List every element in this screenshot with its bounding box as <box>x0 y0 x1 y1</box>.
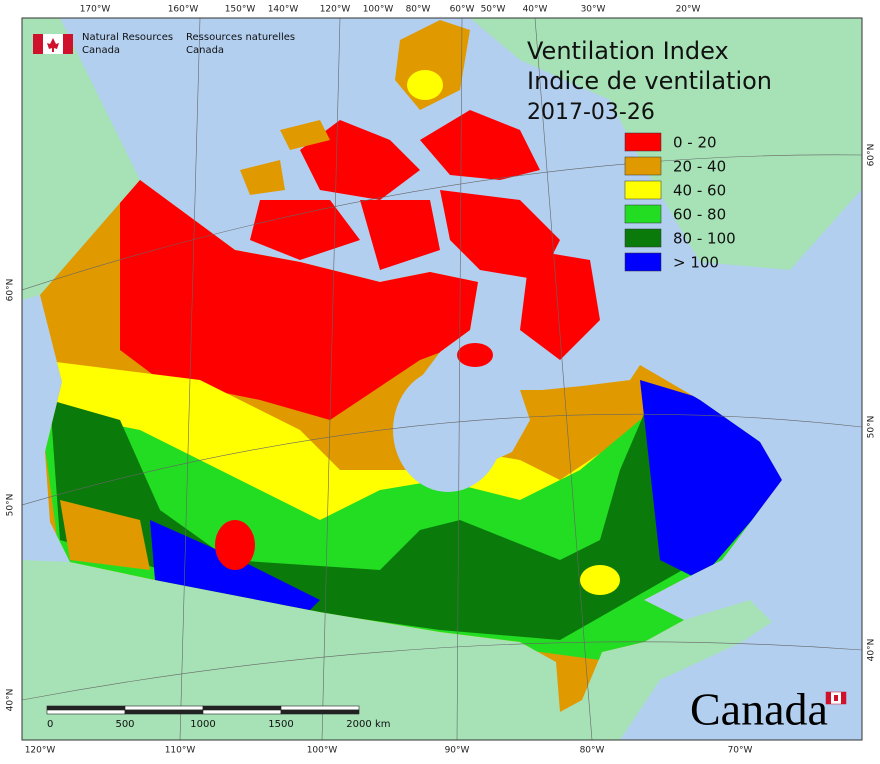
agency-fr: Canada <box>186 45 224 56</box>
scale-segment <box>202 705 282 711</box>
legend-swatch <box>624 204 662 224</box>
scale-segment <box>280 709 360 715</box>
latitude-label: 60°N <box>6 279 16 302</box>
map-frame <box>21 17 863 741</box>
agency-fr: Ressources naturelles <box>186 32 295 43</box>
latitude-label: 50°N <box>6 494 16 517</box>
legend-label: 40 - 60 <box>673 182 726 200</box>
flag-bar <box>63 34 73 54</box>
legend-swatch <box>624 180 662 200</box>
legend-swatch <box>624 252 662 272</box>
scale-unit: km <box>375 719 391 730</box>
latitude-label: 40°N <box>867 639 877 662</box>
legend-label: > 100 <box>673 254 719 272</box>
scale-segment <box>124 705 204 711</box>
arctic-islands-north <box>240 20 600 440</box>
longitude-label: 120°W <box>25 746 56 756</box>
wordmark-flag-bar <box>826 692 831 704</box>
legend: 0 - 20 20 - 40 40 - 60 60 - 80 80 - 100 > 100 <box>624 132 736 272</box>
legend-swatch <box>624 228 662 248</box>
legend-swatch <box>624 156 662 176</box>
wordmark-text: Canada <box>690 684 828 735</box>
flag-leaf <box>47 38 59 52</box>
longitude-label: 50°W <box>481 5 506 15</box>
latitude-label: 60°N <box>867 144 877 167</box>
longitude-label: 120°W <box>320 5 351 15</box>
agency-en: Natural Resources <box>82 32 173 43</box>
agency: Natural Resources Canada Ressources natu… <box>33 32 295 56</box>
scale-label: 1500 <box>268 719 293 730</box>
united-states <box>22 560 772 740</box>
flag-bar <box>33 34 43 54</box>
date: 2017-03-26 <box>527 100 655 125</box>
longitude-label: 70°W <box>728 746 753 756</box>
title: Ventilation Index <box>527 37 729 65</box>
longitude-label: 160°W <box>168 5 199 15</box>
legend-label: 0 - 20 <box>673 134 717 152</box>
scale-segment <box>124 709 204 715</box>
graticule-labels: 170°W 160°W 150°W 140°W 120°W 100°W 80°W 60°W 50… <box>6 5 877 756</box>
latitude-label: 50°N <box>867 416 877 439</box>
longitude-label: 140°W <box>268 5 299 15</box>
longitude-label: 60°W <box>450 5 475 15</box>
legend-swatch <box>624 132 662 152</box>
longitude-label: 40°W <box>523 5 548 15</box>
longitude-label: 90°W <box>445 746 470 756</box>
graticule-lines <box>22 18 862 740</box>
scale-label: 1000 <box>190 719 215 730</box>
map-body <box>22 18 862 740</box>
longitude-label: 100°W <box>307 746 338 756</box>
longitude-label: 80°W <box>580 746 605 756</box>
longitude-label: 150°W <box>225 5 256 15</box>
island-yellow <box>407 70 443 100</box>
scale-segment <box>280 705 360 711</box>
scale-segment <box>46 709 126 715</box>
scale-segment <box>46 705 126 711</box>
latitude-label: 40°N <box>6 689 16 712</box>
legend-label: 80 - 100 <box>673 230 736 248</box>
wordmark-flag-leaf <box>834 695 838 701</box>
title: Indice de ventilation <box>527 67 772 95</box>
alaska <box>22 18 140 300</box>
hudson-bay <box>393 368 503 492</box>
scale-segment <box>202 709 282 715</box>
longitude-label: 30°W <box>581 5 606 15</box>
longitude-label: 20°W <box>676 5 701 15</box>
wordmark: Canada <box>690 684 847 735</box>
legend-label: 20 - 40 <box>673 158 726 176</box>
longitude-label: 170°W <box>80 5 111 15</box>
agency-en: Canada <box>82 45 120 56</box>
scale-label: 500 <box>115 719 134 730</box>
scale-label: 0 <box>47 719 53 730</box>
wordmark-flag-bar <box>841 692 846 704</box>
longitude-label: 110°W <box>165 746 196 756</box>
scale-bar: 0 500 1000 1500 2000 km <box>46 705 391 730</box>
longitude-label: 80°W <box>406 5 431 15</box>
scale-label: 2000 <box>346 719 371 730</box>
greenland <box>470 18 862 270</box>
longitude-label: 100°W <box>363 5 394 15</box>
legend-label: 60 - 80 <box>673 206 726 224</box>
